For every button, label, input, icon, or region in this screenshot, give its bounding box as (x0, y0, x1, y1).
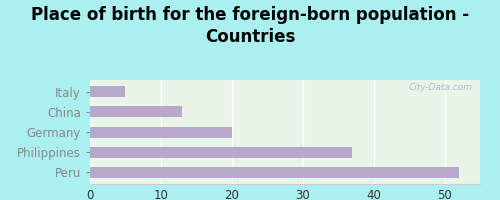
Bar (90, 126, 232, 138)
Bar (90, 86, 126, 97)
Bar (90, 166, 459, 178)
Bar (90, 106, 182, 117)
Text: Place of birth for the foreign-born population -
Countries: Place of birth for the foreign-born popu… (31, 6, 469, 46)
Text: City-Data.com: City-Data.com (408, 83, 472, 92)
Bar (90, 146, 352, 158)
